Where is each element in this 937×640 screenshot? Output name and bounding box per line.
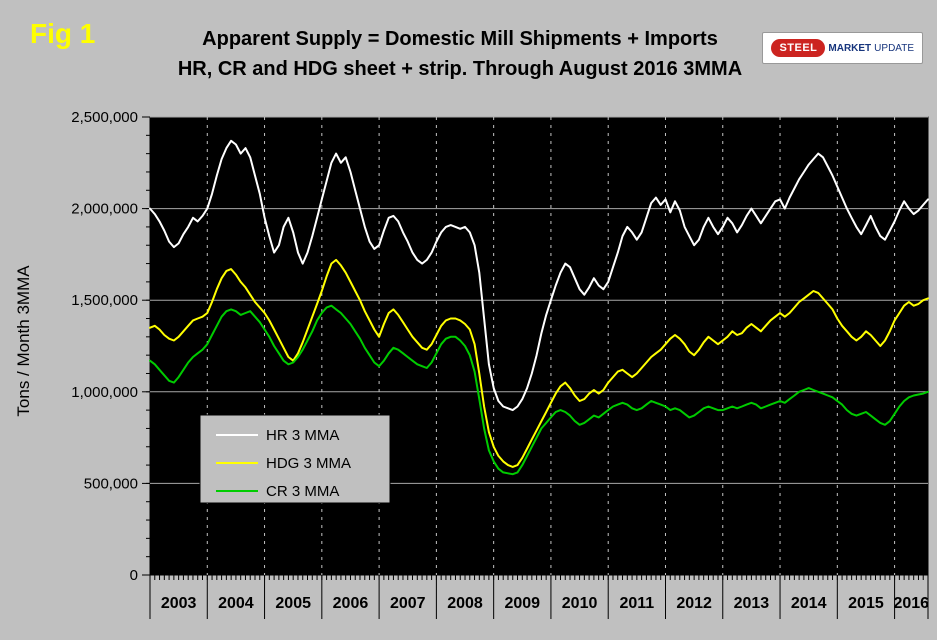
chart-title-line1: Apparent Supply = Domestic Mill Shipment… bbox=[202, 28, 718, 50]
y-axis-tick-label: 0 bbox=[130, 567, 138, 584]
x-axis-year-label: 2014 bbox=[791, 595, 827, 612]
y-axis-tick-label: 2,500,000 bbox=[71, 109, 138, 126]
x-axis-year-label: 2006 bbox=[333, 595, 369, 612]
logo-steel-badge: STEEL bbox=[771, 39, 826, 57]
x-axis-year-label: 2004 bbox=[218, 595, 254, 612]
legend-box bbox=[199, 414, 391, 504]
series-line-hdg-3-mma bbox=[149, 258, 929, 468]
legend-label: HDG 3 MMA bbox=[266, 455, 351, 472]
logo-market-text: MARKET bbox=[828, 42, 872, 54]
logo-update-text: UPDATE bbox=[874, 42, 914, 54]
figure-label: Fig 1 bbox=[30, 18, 96, 49]
x-axis-year-label: 2011 bbox=[619, 595, 654, 612]
series-line-hr-3-mma bbox=[149, 139, 929, 412]
chart-canvas: 0 500,000 1,000,000 1,500,000 2,000,000 2,500… bbox=[71, 109, 929, 619]
x-axis-year-label: 2007 bbox=[390, 595, 426, 612]
chart-title: Apparent Supply = Domestic Mill Shipment… bbox=[120, 24, 800, 84]
y-axis-tick-label: 1,500,000 bbox=[71, 292, 138, 309]
x-axis-year-label: 2016 bbox=[893, 595, 929, 612]
x-axis-year-label: 2009 bbox=[504, 595, 540, 612]
y-axis-tick-label: 500,000 bbox=[84, 475, 138, 492]
x-axis-year-label: 2010 bbox=[562, 595, 598, 612]
x-axis-year-label: 2003 bbox=[161, 595, 197, 612]
x-axis-year-label: 2005 bbox=[275, 595, 311, 612]
x-axis-year-label: 2013 bbox=[734, 595, 770, 612]
y-axis-tick-label: 2,000,000 bbox=[71, 201, 138, 218]
x-axis-year-label: 2012 bbox=[676, 595, 712, 612]
x-axis-year-label: 2015 bbox=[848, 595, 884, 612]
series-line-cr-3-mma bbox=[149, 304, 929, 476]
legend-label: CR 3 MMA bbox=[266, 483, 339, 500]
chart-title-line2: HR, CR and HDG sheet + strip. Through Au… bbox=[177, 58, 743, 80]
x-axis-year-label: 2008 bbox=[447, 595, 483, 612]
legend-label: HR 3 MMA bbox=[266, 427, 339, 444]
steel-market-update-logo: STEEL MARKET UPDATE bbox=[762, 32, 923, 64]
y-axis-tick-label: 1,000,000 bbox=[71, 384, 138, 401]
